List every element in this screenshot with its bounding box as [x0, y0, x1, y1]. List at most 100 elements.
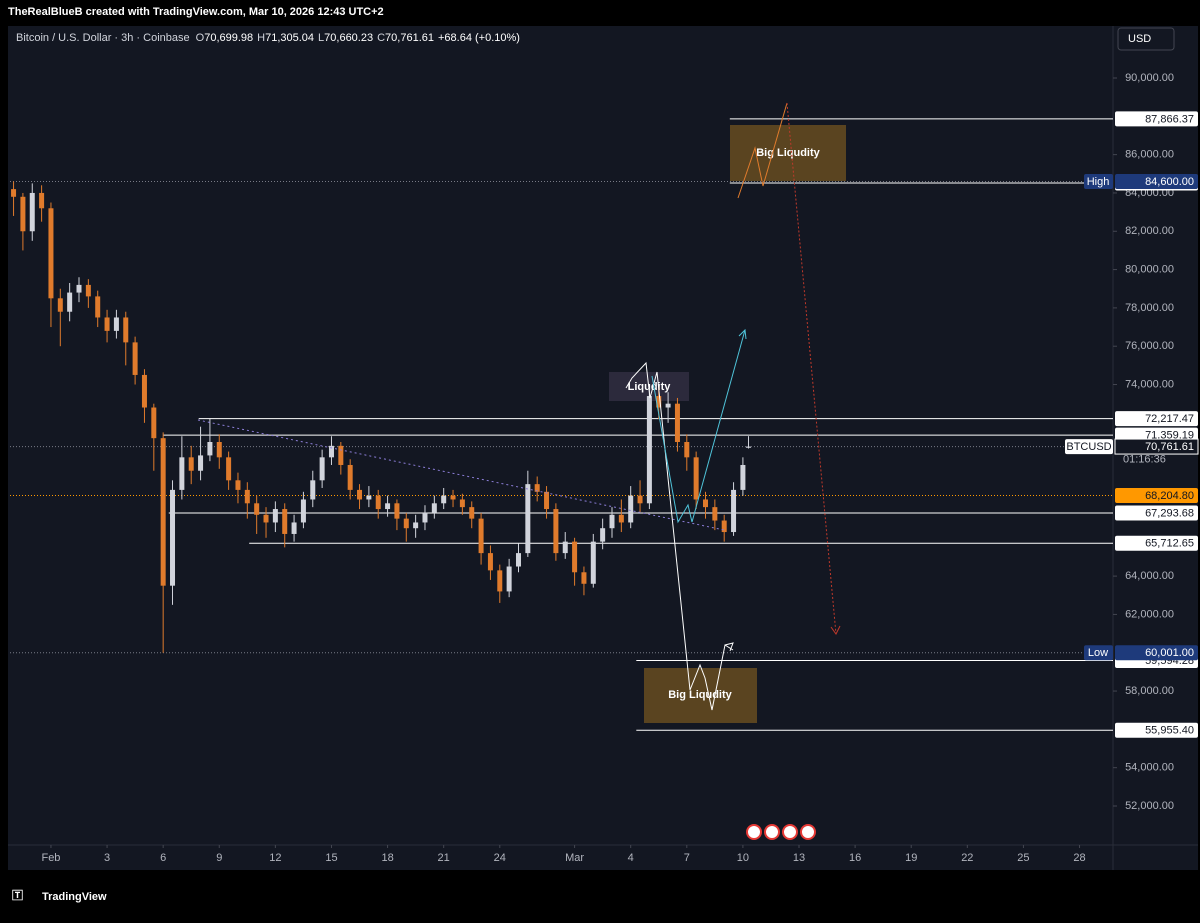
candle-body: [581, 572, 587, 584]
candle-body: [534, 484, 540, 492]
ohlc-key: C: [377, 32, 385, 44]
x-tick-label: 15: [325, 852, 337, 864]
candle-body: [385, 503, 391, 510]
x-tick-label: 4: [628, 852, 634, 864]
chart-pane: [8, 26, 1198, 870]
candle-body: [413, 522, 419, 529]
candle-body: [272, 509, 278, 523]
candle-body: [497, 570, 503, 592]
credit: TheRealBlueB created with TradingView.co…: [8, 6, 384, 18]
candle-body: [263, 514, 269, 523]
candle-body: [207, 441, 213, 456]
x-tick-label: 28: [1073, 852, 1085, 864]
liquidity-box: [644, 668, 757, 723]
candle-body: [188, 457, 194, 471]
y-tick-label: 64,000.00: [1125, 570, 1174, 582]
y-tick-label: 76,000.00: [1125, 340, 1174, 352]
level-label: 55,955.40: [1145, 725, 1194, 737]
price-label-frame: [1114, 438, 1199, 455]
candle-body: [637, 495, 643, 504]
candle-body: [366, 495, 372, 500]
arrowhead: [724, 642, 734, 652]
candle-body: [674, 403, 680, 442]
x-tick-label: 6: [160, 852, 166, 864]
ohlc-key: H: [257, 32, 265, 44]
candle-body: [553, 509, 559, 554]
candle-body: [746, 446, 752, 448]
currency-button[interactable]: [1117, 27, 1175, 51]
y-tick-label: 74,000.00: [1125, 378, 1174, 390]
candle-body: [618, 514, 624, 523]
event-icon[interactable]: [800, 824, 816, 840]
x-tick-label: 19: [905, 852, 917, 864]
currency[interactable]: USD: [1128, 33, 1151, 45]
candle-body: [693, 457, 699, 500]
projection: [651, 329, 746, 524]
candle-body: [712, 507, 718, 521]
y-tick-label: 52,000.00: [1125, 800, 1174, 812]
y-tick-label: 90,000.00: [1125, 72, 1174, 84]
candle-body: [235, 480, 241, 490]
candle-body: [198, 455, 204, 471]
ohlc-value: 70,699.98: [204, 32, 253, 44]
candle-body: [141, 374, 147, 408]
y-tick-label: 54,000.00: [1125, 762, 1174, 774]
candle-body: [562, 541, 568, 554]
candle-body: [544, 491, 550, 510]
candle-body: [506, 566, 512, 592]
candle-body: [226, 457, 232, 481]
alert-label: 68,204.80: [1145, 490, 1194, 502]
x-tick-label: 16: [849, 852, 861, 864]
candle-body: [403, 518, 409, 529]
logo-mark: 🅃: [12, 888, 23, 902]
level-label: 67,293.68: [1145, 507, 1194, 519]
extreme-label: 60,001.00: [1145, 647, 1194, 659]
y-tick-label: 78,000.00: [1125, 302, 1174, 314]
candle-body: [104, 317, 110, 331]
projection: [625, 361, 734, 711]
event-icon[interactable]: [782, 824, 798, 840]
projection: [737, 102, 788, 199]
projection: [786, 102, 837, 635]
candle-body: [57, 298, 63, 312]
liquidity-box: [730, 125, 846, 181]
x-tick-label: 21: [438, 852, 450, 864]
level-label-box: [1115, 111, 1198, 127]
candle-body: [656, 396, 662, 408]
candle-body: [76, 284, 82, 293]
candle-body: [459, 499, 465, 508]
x-tick-label: 3: [104, 852, 110, 864]
candle-body: [628, 495, 634, 523]
price-label-box: [1115, 439, 1198, 455]
candle-body: [431, 503, 437, 513]
annotation: Liqudity: [628, 381, 672, 393]
x-tick-label: 25: [1017, 852, 1029, 864]
extreme-label-box: [1115, 645, 1198, 661]
candle-body: [291, 522, 297, 534]
y-tick-label: 62,000.00: [1125, 608, 1174, 620]
extreme-name: High: [1087, 176, 1110, 188]
level-label: 71,359.19: [1145, 430, 1194, 442]
candle-body: [375, 495, 381, 510]
event-icon[interactable]: [764, 824, 780, 840]
arrowhead: [830, 625, 841, 635]
event-icons[interactable]: [746, 824, 816, 840]
candle-body: [67, 292, 73, 312]
x-tick-label: 12: [269, 852, 281, 864]
candle-body: [441, 495, 447, 504]
ohlc-value: 71,305.04: [265, 32, 314, 44]
level-label: 87,866.37: [1145, 113, 1194, 125]
candle-body: [572, 541, 578, 573]
symbol-name-box: [1065, 439, 1113, 455]
candle-body: [179, 457, 185, 490]
candle-body: [132, 342, 138, 375]
candle-body: [39, 192, 45, 209]
candle-body: [487, 553, 493, 571]
level-label-box: [1115, 535, 1198, 551]
candle-body: [702, 499, 708, 508]
event-icon[interactable]: [746, 824, 762, 840]
extreme-name-box: [1084, 645, 1113, 661]
level-label-box: [1115, 505, 1198, 521]
brand: TradingView: [42, 891, 107, 903]
